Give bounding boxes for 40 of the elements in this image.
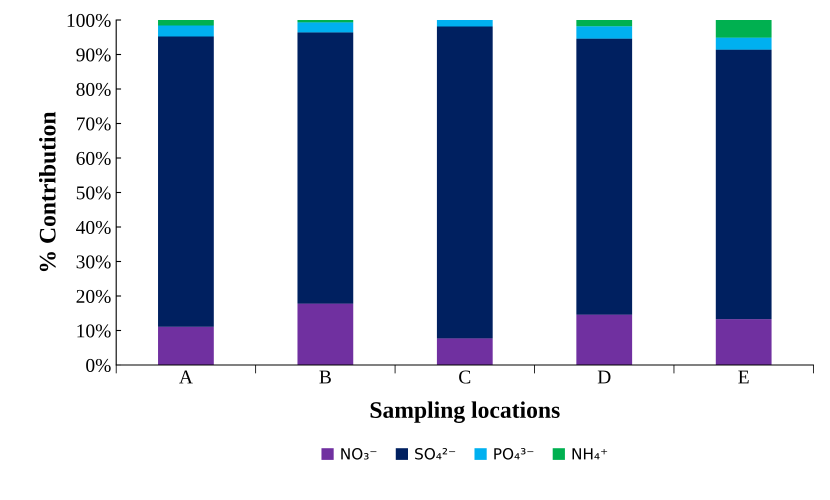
y-tick-label: 90% <box>76 48 111 62</box>
bar <box>716 319 772 365</box>
bar <box>576 38 632 315</box>
bar <box>297 22 354 32</box>
y-axis-title: % Contribution <box>39 112 56 272</box>
x-axis-title: Sampling locations <box>370 401 560 423</box>
x-tick-label: D <box>598 370 610 384</box>
y-tick-label: 0% <box>86 358 111 372</box>
y-tick-label: 50% <box>76 186 111 200</box>
bar <box>158 20 214 26</box>
x-tick-label: B <box>319 370 331 384</box>
bar <box>576 314 632 365</box>
bar <box>158 326 214 365</box>
bar <box>716 38 772 50</box>
bar <box>297 304 354 365</box>
bar <box>716 20 772 38</box>
legend-label: PO₄³⁻ <box>494 448 534 460</box>
bar <box>158 26 214 37</box>
bar <box>576 20 632 26</box>
y-tick-label: 70% <box>76 117 111 130</box>
x-tick-label: A <box>179 370 193 384</box>
y-tick-label: 100% <box>68 14 111 27</box>
legend-label: NH₄⁺ <box>572 448 608 460</box>
y-tick-label: 10% <box>77 324 111 338</box>
bar <box>158 36 214 327</box>
x-tick-label: C <box>459 370 470 384</box>
bar <box>297 32 354 304</box>
bar <box>716 50 772 320</box>
y-tick-label: 80% <box>76 82 111 96</box>
legend-label: NO₃⁻ <box>341 448 376 460</box>
bar <box>576 26 632 39</box>
y-tick-label: 60% <box>76 152 111 165</box>
x-tick-label: E <box>738 370 749 384</box>
legend-label: SO₄²⁻ <box>415 448 456 460</box>
bar <box>436 338 493 365</box>
bar <box>436 26 493 338</box>
bar <box>436 20 493 27</box>
y-tick-label: 40% <box>76 220 111 234</box>
y-tick-label: 30% <box>76 255 111 268</box>
y-tick-label: 20% <box>76 290 111 303</box>
